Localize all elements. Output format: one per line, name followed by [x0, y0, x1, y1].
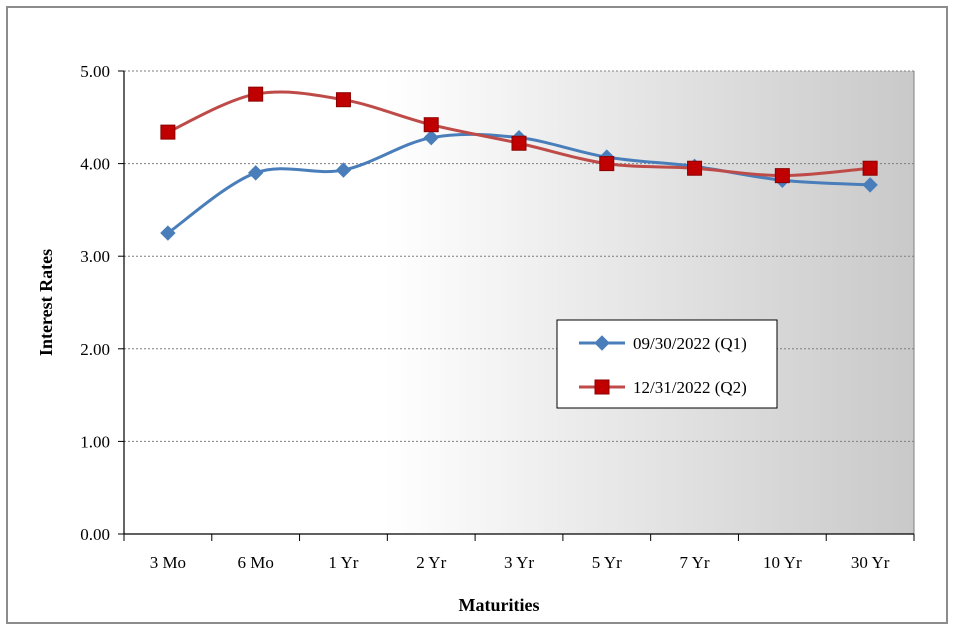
- x-tick-label: 7 Yr: [680, 553, 710, 572]
- x-axis-title: Maturities: [459, 595, 540, 615]
- data-point: [160, 124, 176, 140]
- series-2: [160, 86, 878, 184]
- legend-marker: [594, 335, 610, 351]
- data-point: [160, 225, 176, 241]
- x-tick-label: 1 Yr: [328, 553, 358, 572]
- x-tick-label: 10 Yr: [763, 553, 802, 572]
- x-tick-label: 3 Yr: [504, 553, 534, 572]
- data-point: [599, 156, 615, 172]
- legend-label: 12/31/2022 (Q2): [633, 378, 747, 397]
- series-lines: [160, 86, 878, 241]
- data-point: [862, 177, 878, 193]
- y-tick-label: 4.00: [80, 155, 110, 174]
- x-tick-label: 2 Yr: [416, 553, 446, 572]
- legend-box: [556, 319, 778, 409]
- y-tick-label: 2.00: [80, 340, 110, 359]
- data-point: [687, 160, 703, 176]
- x-tick-label: 5 Yr: [592, 553, 622, 572]
- y-tick-label: 0.00: [80, 525, 110, 544]
- y-tick-label: 5.00: [80, 62, 110, 81]
- data-point: [335, 162, 352, 178]
- data-point: [248, 86, 264, 102]
- data-point: [774, 168, 790, 184]
- data-point: [511, 135, 527, 151]
- x-tick-label: 3 Mo: [150, 553, 186, 572]
- legend-entry: 12/31/2022 (Q2): [579, 378, 747, 397]
- legend: 09/30/2022 (Q1) 12/31/2022 (Q2): [556, 319, 778, 409]
- data-point: [862, 160, 878, 176]
- legend-entry: 09/30/2022 (Q1): [579, 334, 747, 353]
- y-tick-label: 3.00: [80, 247, 110, 266]
- data-point: [423, 129, 439, 146]
- legend-marker: [594, 379, 610, 395]
- x-tick-label: 6 Mo: [237, 553, 273, 572]
- axes: [118, 70, 915, 541]
- data-point: [423, 117, 439, 133]
- tick-labels: 0.00 1.00 2.00 3.00 4.00 5.00 3 Mo 6 Mo 1 Yr 2 Yr…: [80, 62, 889, 572]
- data-point: [247, 165, 264, 181]
- y-axis-title: Interest Rates: [36, 249, 56, 356]
- y-tick-label: 1.00: [80, 432, 110, 451]
- data-point: [335, 92, 351, 108]
- legend-label: 09/30/2022 (Q1): [633, 334, 747, 353]
- x-tick-label: 30 Yr: [851, 553, 890, 572]
